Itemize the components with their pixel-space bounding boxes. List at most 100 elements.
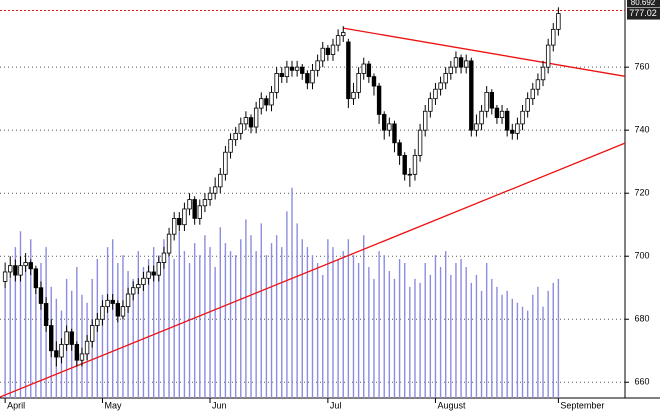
y-tick-label: 680 bbox=[634, 314, 649, 324]
candle-body bbox=[520, 110, 525, 125]
candle-body bbox=[43, 303, 49, 326]
candle-body bbox=[8, 265, 13, 273]
candle-body bbox=[510, 129, 515, 134]
candle-body bbox=[146, 271, 151, 279]
candle-body bbox=[341, 32, 346, 37]
candle-body bbox=[130, 287, 136, 295]
candle-body bbox=[489, 91, 495, 109]
candle-body bbox=[125, 293, 131, 308]
candle-body bbox=[177, 218, 182, 226]
candle-body bbox=[105, 299, 110, 308]
candle-body bbox=[151, 271, 156, 276]
candle-body bbox=[64, 331, 69, 345]
candle-body bbox=[274, 73, 279, 93]
candle-body bbox=[238, 123, 243, 134]
x-tick-label: Jun bbox=[212, 400, 227, 410]
candle-body bbox=[289, 66, 295, 71]
candle-body bbox=[253, 107, 259, 128]
candle-body bbox=[469, 60, 474, 131]
trendline bbox=[0, 142, 626, 398]
y-tick-label: 760 bbox=[634, 62, 649, 72]
candle-body bbox=[382, 114, 387, 131]
candle-body bbox=[428, 98, 433, 112]
x-tick-label: September bbox=[560, 400, 604, 410]
candle-body bbox=[49, 325, 54, 352]
candle-body bbox=[535, 79, 541, 90]
candle-body bbox=[136, 284, 141, 289]
y-tick-label: 660 bbox=[634, 377, 649, 387]
candle-body bbox=[269, 91, 274, 106]
candle-body bbox=[463, 60, 469, 68]
candle-body bbox=[407, 173, 413, 176]
candle-body bbox=[412, 154, 418, 175]
candle-body bbox=[402, 154, 407, 175]
candle-body bbox=[110, 299, 115, 304]
candle-body bbox=[392, 123, 397, 144]
candle-body bbox=[23, 262, 28, 267]
candle-body bbox=[38, 287, 44, 304]
candle-body bbox=[335, 35, 341, 46]
candle-body bbox=[207, 192, 213, 200]
candle-body bbox=[371, 76, 377, 87]
candle-body bbox=[376, 85, 382, 115]
candle-body bbox=[300, 66, 305, 74]
candle-body bbox=[259, 98, 264, 109]
candle-body bbox=[161, 252, 167, 263]
candle-body bbox=[141, 277, 146, 285]
candle-body bbox=[438, 82, 443, 90]
candle-body bbox=[294, 66, 300, 71]
candle-body bbox=[100, 306, 105, 320]
candle-body bbox=[499, 110, 505, 118]
candle-body bbox=[28, 262, 33, 270]
candle-body bbox=[84, 340, 90, 355]
candle-body bbox=[13, 265, 18, 276]
candle-body bbox=[330, 44, 336, 55]
candle-body bbox=[33, 268, 39, 289]
candle-body bbox=[433, 88, 438, 100]
candle-body bbox=[443, 73, 448, 84]
x-tick-label: Jul bbox=[330, 400, 342, 410]
y-tick-label: 700 bbox=[634, 251, 649, 261]
top-label-box bbox=[627, 0, 660, 7]
x-tick-label: May bbox=[104, 400, 122, 410]
candle-body bbox=[2, 271, 8, 282]
candle-body bbox=[54, 350, 59, 358]
candle-body bbox=[197, 205, 202, 219]
candle-body bbox=[284, 66, 290, 78]
candle-body bbox=[453, 57, 459, 68]
candle-body bbox=[120, 306, 126, 317]
x-tick-label: August bbox=[437, 400, 466, 410]
candle-body bbox=[192, 199, 197, 219]
candle-body bbox=[479, 110, 484, 125]
y-tick-label: 720 bbox=[634, 188, 649, 198]
candle-body bbox=[95, 318, 100, 326]
trendline bbox=[343, 27, 626, 77]
candle-body bbox=[187, 199, 192, 210]
candle-body bbox=[474, 123, 479, 131]
candle-body bbox=[79, 353, 85, 361]
candle-body bbox=[233, 132, 238, 141]
candle-body bbox=[504, 110, 510, 131]
candle-body bbox=[90, 325, 95, 342]
candle-body bbox=[351, 91, 356, 100]
candle-body bbox=[166, 233, 172, 254]
candle-body bbox=[59, 344, 64, 358]
candle-body bbox=[218, 173, 223, 188]
candle-body bbox=[545, 44, 551, 68]
candle-body bbox=[387, 123, 392, 131]
candle-body bbox=[484, 91, 489, 112]
candle-body bbox=[248, 117, 254, 128]
candle-body bbox=[182, 208, 187, 226]
candle-body bbox=[305, 73, 310, 84]
candle-body bbox=[74, 344, 80, 361]
candle-body bbox=[325, 47, 331, 55]
candle-body bbox=[223, 151, 228, 175]
candle-body bbox=[448, 66, 454, 74]
candle-body bbox=[356, 73, 361, 93]
candle-body bbox=[212, 186, 218, 194]
candle-body bbox=[423, 110, 428, 131]
candle-body bbox=[18, 265, 23, 276]
candle-body bbox=[202, 199, 208, 207]
candle-body bbox=[310, 69, 315, 84]
